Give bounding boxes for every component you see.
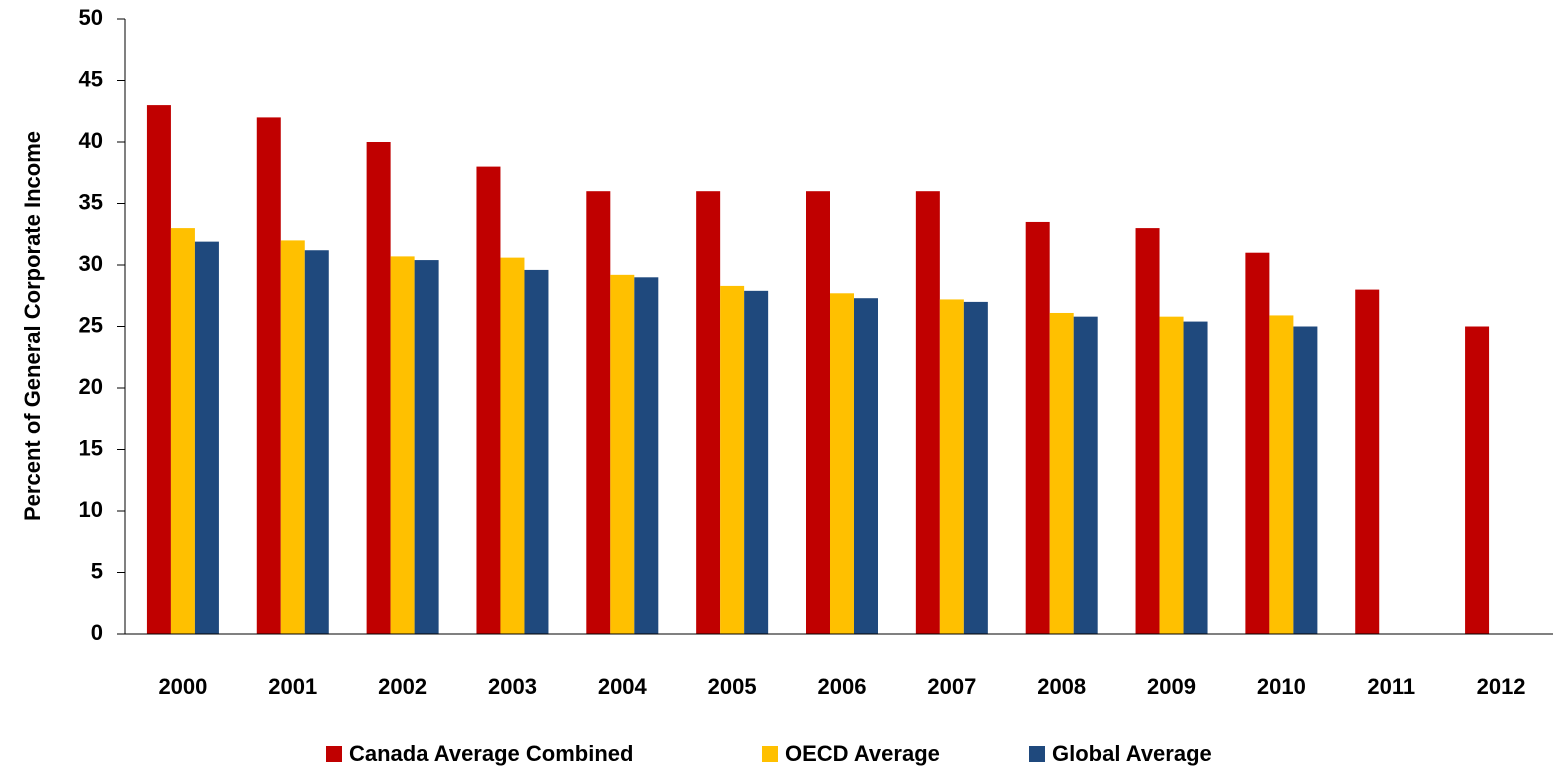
bar bbox=[366, 142, 391, 634]
bar bbox=[1135, 228, 1160, 634]
bar bbox=[390, 256, 415, 634]
bar bbox=[610, 274, 635, 634]
y-tick-label: 5 bbox=[91, 558, 103, 583]
bar bbox=[1073, 316, 1098, 634]
legend-swatch bbox=[1029, 746, 1045, 762]
bar bbox=[476, 166, 501, 634]
bar bbox=[830, 293, 854, 634]
x-tick-label: 2002 bbox=[378, 674, 427, 699]
x-tick-label: 2006 bbox=[818, 674, 867, 699]
bar bbox=[1465, 326, 1490, 634]
bar bbox=[915, 191, 940, 634]
legend-label: Canada Average Combined bbox=[349, 741, 633, 766]
x-tick-label: 2000 bbox=[158, 674, 207, 699]
x-tick-label: 2005 bbox=[708, 674, 757, 699]
bar bbox=[1293, 326, 1318, 634]
x-tick-label: 2008 bbox=[1037, 674, 1086, 699]
y-tick-label: 45 bbox=[79, 66, 103, 91]
bar bbox=[500, 257, 525, 634]
bar bbox=[586, 191, 611, 634]
x-tick-label: 2009 bbox=[1147, 674, 1196, 699]
bar bbox=[854, 298, 878, 634]
bar bbox=[146, 105, 171, 635]
bar bbox=[414, 260, 439, 634]
x-tick-label: 2007 bbox=[927, 674, 976, 699]
bar bbox=[1183, 321, 1208, 634]
x-tick-label: 2001 bbox=[268, 674, 317, 699]
bar bbox=[634, 277, 659, 634]
bar bbox=[1269, 315, 1294, 634]
bar bbox=[256, 117, 281, 634]
legend-swatch bbox=[762, 746, 778, 762]
bar bbox=[524, 269, 549, 634]
bar bbox=[744, 290, 769, 634]
bar bbox=[1159, 316, 1184, 634]
x-tick-label: 2004 bbox=[598, 674, 648, 699]
y-tick-label: 15 bbox=[79, 435, 103, 460]
y-tick-label: 25 bbox=[79, 312, 103, 337]
bar bbox=[720, 285, 745, 634]
y-tick-label: 10 bbox=[79, 497, 103, 522]
legend-swatch bbox=[326, 746, 342, 762]
x-tick-label: 2003 bbox=[488, 674, 537, 699]
bar bbox=[1025, 221, 1050, 634]
bar bbox=[939, 299, 964, 634]
bar bbox=[1245, 252, 1270, 634]
bar bbox=[1049, 312, 1074, 634]
y-tick-label: 40 bbox=[79, 128, 103, 153]
legend-label: OECD Average bbox=[785, 741, 940, 766]
x-tick-label: 2010 bbox=[1257, 674, 1306, 699]
bar bbox=[280, 240, 305, 634]
bar bbox=[806, 191, 830, 634]
y-tick-label: 50 bbox=[79, 5, 103, 30]
bar bbox=[170, 228, 195, 634]
bar bbox=[304, 250, 329, 635]
y-tick-label: 30 bbox=[79, 251, 103, 276]
x-tick-label: 2011 bbox=[1367, 674, 1415, 699]
y-axis-label: Percent of General Corporate Income bbox=[20, 131, 45, 521]
y-tick-label: 0 bbox=[91, 620, 103, 645]
bar bbox=[696, 191, 721, 634]
bar bbox=[963, 301, 988, 634]
x-tick-label: 2012 bbox=[1477, 674, 1526, 699]
y-tick-label: 20 bbox=[79, 374, 103, 399]
bar bbox=[1355, 289, 1380, 634]
bar bbox=[194, 241, 219, 634]
legend-label: Global Average bbox=[1052, 741, 1212, 766]
y-tick-label: 35 bbox=[79, 189, 103, 214]
